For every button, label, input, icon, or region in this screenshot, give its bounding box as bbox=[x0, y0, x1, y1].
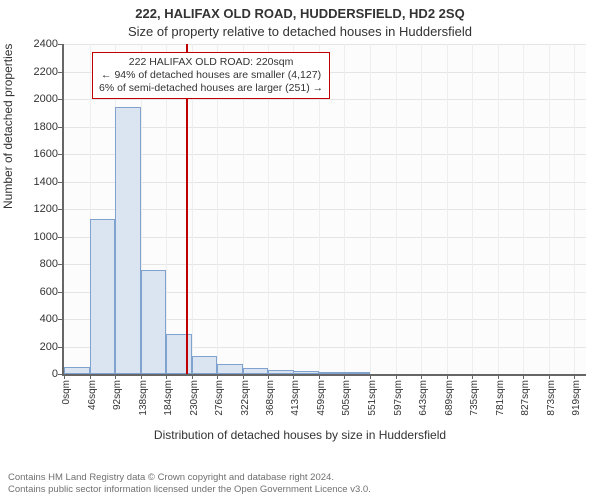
y-tick-label: 400 bbox=[40, 313, 58, 325]
histogram-bar bbox=[319, 372, 345, 374]
y-tick-label: 1600 bbox=[34, 148, 58, 160]
x-tick-label: 138sqm bbox=[138, 380, 149, 416]
x-tick-label: 276sqm bbox=[214, 380, 225, 416]
x-tick-label: 873sqm bbox=[546, 380, 557, 416]
histogram-bar bbox=[293, 371, 319, 374]
x-tick-label: 919sqm bbox=[571, 380, 582, 416]
x-tick-label: 413sqm bbox=[290, 380, 301, 416]
x-tick-label: 0sqm bbox=[61, 380, 72, 404]
y-tick-label: 600 bbox=[40, 286, 58, 298]
x-axis-label: Distribution of detached houses by size … bbox=[0, 428, 600, 442]
x-tick-label: 46sqm bbox=[87, 380, 98, 410]
annotation-line: 6% of semi-detached houses are larger (2… bbox=[99, 82, 323, 95]
x-tick-label: 230sqm bbox=[189, 380, 200, 416]
y-tick-label: 2400 bbox=[34, 38, 58, 50]
x-tick-label: 827sqm bbox=[520, 380, 531, 416]
y-tick-label: 800 bbox=[40, 258, 58, 270]
histogram-bar bbox=[192, 356, 218, 374]
histogram-bar bbox=[64, 367, 90, 374]
x-tick-label: 184sqm bbox=[163, 380, 174, 416]
annotation-line: 222 HALIFAX OLD ROAD: 220sqm bbox=[99, 56, 323, 69]
histogram-bar bbox=[243, 368, 269, 374]
x-tick-label: 505sqm bbox=[341, 380, 352, 416]
x-tick-label: 459sqm bbox=[316, 380, 327, 416]
y-tick-label: 1400 bbox=[34, 176, 58, 188]
histogram-bar bbox=[141, 270, 167, 375]
annotation-line: ← 94% of detached houses are smaller (4,… bbox=[99, 69, 323, 82]
x-tick-label: 597sqm bbox=[393, 380, 404, 416]
x-tick-label: 781sqm bbox=[495, 380, 506, 416]
footer-line-1: Contains HM Land Registry data © Crown c… bbox=[8, 472, 592, 484]
x-tick-label: 368sqm bbox=[265, 380, 276, 416]
histogram-bar bbox=[268, 370, 294, 374]
x-tick-label: 643sqm bbox=[418, 380, 429, 416]
y-tick-label: 2200 bbox=[34, 66, 58, 78]
annotation-box: 222 HALIFAX OLD ROAD: 220sqm← 94% of det… bbox=[92, 52, 330, 99]
footer-line-2: Contains public sector information licen… bbox=[8, 484, 592, 496]
histogram-bar bbox=[344, 372, 370, 374]
histogram-bar bbox=[115, 107, 141, 374]
y-tick-label: 200 bbox=[40, 341, 58, 353]
x-tick-label: 735sqm bbox=[469, 380, 480, 416]
x-tick-label: 322sqm bbox=[240, 380, 251, 416]
chart-page: { "title_line1": "222, HALIFAX OLD ROAD,… bbox=[0, 0, 600, 500]
y-axis-label: Number of detached properties bbox=[1, 44, 15, 209]
y-tick-label: 1800 bbox=[34, 121, 58, 133]
y-tick-label: 1000 bbox=[34, 231, 58, 243]
x-tick-label: 551sqm bbox=[367, 380, 378, 416]
histogram-bar bbox=[217, 364, 243, 374]
chart-title-line2: Size of property relative to detached ho… bbox=[0, 24, 600, 39]
y-tick-label: 1200 bbox=[34, 203, 58, 215]
x-tick-label: 689sqm bbox=[444, 380, 455, 416]
x-tick-label: 92sqm bbox=[112, 380, 123, 410]
footer: Contains HM Land Registry data © Crown c… bbox=[8, 472, 592, 496]
y-tick-label: 2000 bbox=[34, 93, 58, 105]
y-tick-label: 0 bbox=[52, 368, 58, 380]
chart-title-line1: 222, HALIFAX OLD ROAD, HUDDERSFIELD, HD2… bbox=[0, 6, 600, 21]
histogram-bar bbox=[90, 219, 116, 374]
